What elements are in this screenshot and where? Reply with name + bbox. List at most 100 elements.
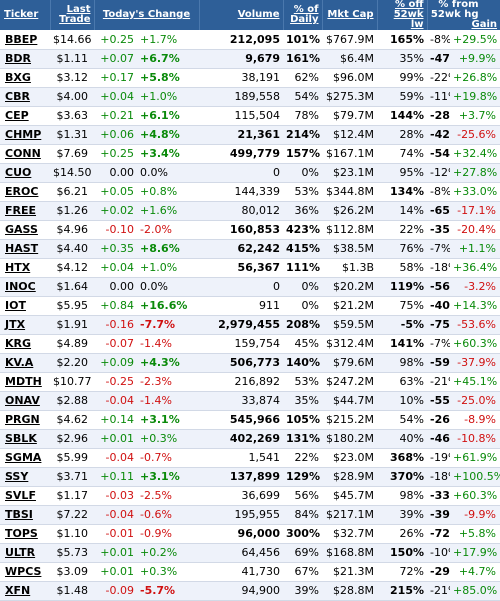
ticker-link[interactable]: INOC bbox=[0, 277, 50, 297]
mkt-cap-cell: $28.9M bbox=[322, 467, 377, 487]
table-header: Ticker Last Trade Today's Change Volume … bbox=[0, 0, 500, 30]
ticker-link[interactable]: CBR bbox=[0, 87, 50, 107]
ticker-link[interactable]: SGMA bbox=[0, 448, 50, 468]
pct-off-52wk-low-cell: 58% bbox=[377, 258, 427, 278]
ticker-link[interactable]: MDTH bbox=[0, 372, 50, 392]
change-cell: -0.04 bbox=[94, 448, 138, 468]
ticker-link[interactable]: IOT bbox=[0, 296, 50, 316]
ticker-link[interactable]: FREE bbox=[0, 201, 50, 221]
pct-of-daily-cell: 0% bbox=[283, 277, 322, 297]
volume-cell: 160,853 bbox=[199, 220, 283, 240]
change-percent-cell: +0.2% bbox=[138, 543, 199, 563]
header-todays-change[interactable]: Today's Change bbox=[94, 0, 200, 30]
last-trade-cell: $2.20 bbox=[50, 353, 94, 373]
table-row: SVLF $1.17 -0.03 -2.5% 36,699 56% $45.7M 98% -33… bbox=[0, 486, 500, 506]
change-cell: +0.17 bbox=[94, 68, 138, 88]
mkt-cap-cell: $180.2M bbox=[322, 429, 377, 449]
ticker-link[interactable]: HAST bbox=[0, 239, 50, 259]
header-last-trade[interactable]: Last Trade bbox=[50, 0, 95, 30]
gain-cell: +32.4% bbox=[450, 144, 500, 164]
pct-from-52wk-high-cell: -26% bbox=[427, 410, 450, 430]
header-pct-off-52wk-low[interactable]: % off 52wk lw bbox=[377, 0, 428, 30]
ticker-link[interactable]: SBLK bbox=[0, 429, 50, 449]
pct-from-52wk-high-cell: -55% bbox=[427, 391, 450, 411]
ticker-link[interactable]: CEP bbox=[0, 106, 50, 126]
mkt-cap-cell: $247.2M bbox=[322, 372, 377, 392]
pct-from-52wk-high-cell: -19% bbox=[427, 448, 450, 468]
volume-cell: 115,504 bbox=[199, 106, 283, 126]
ticker-link[interactable]: GASS bbox=[0, 220, 50, 240]
pct-of-daily-cell: 54% bbox=[283, 87, 322, 107]
header-volume[interactable]: Volume bbox=[199, 0, 284, 30]
change-cell: +0.04 bbox=[94, 87, 138, 107]
last-trade-cell: $7.69 bbox=[50, 144, 94, 164]
ticker-link[interactable]: CHMP bbox=[0, 125, 50, 145]
pct-off-52wk-low-cell: 10% bbox=[377, 391, 427, 411]
ticker-link[interactable]: ULTR bbox=[0, 543, 50, 563]
table-row: IOT$5.95+0.84+16.6%9110%$21.2M75%-40%+14… bbox=[0, 296, 500, 316]
gain-cell: -3.2% bbox=[450, 277, 500, 297]
pct-from-52wk-high-cell: -29% bbox=[427, 562, 450, 582]
change-cell: +0.09 bbox=[94, 353, 138, 373]
last-trade-cell: $5.95 bbox=[50, 296, 94, 316]
table-row: TBSI $7.22 -0.04 -0.6% 195,955 84% $217.1M 39% -… bbox=[0, 505, 500, 525]
mkt-cap-cell: $168.8M bbox=[322, 543, 377, 563]
ticker-link[interactable]: KV.A bbox=[0, 353, 50, 373]
mkt-cap-cell: $23.1M bbox=[322, 163, 377, 183]
mkt-cap-cell: $6.4M bbox=[322, 49, 377, 69]
table-row: BBEP $14.66 +0.25 +1.7% 212,095 101% $767.9M 16… bbox=[0, 30, 500, 50]
pct-off-52wk-low-cell: 39% bbox=[377, 505, 427, 525]
ticker-link[interactable]: WPCS bbox=[0, 562, 50, 582]
header-mkt-cap[interactable]: Mkt Cap bbox=[322, 0, 378, 30]
ticker-link[interactable]: EROC bbox=[0, 182, 50, 202]
volume-cell: 9,679 bbox=[199, 49, 283, 69]
header-52wk-high-and-gain[interactable]: % from 52wk hg Gain bbox=[427, 0, 500, 30]
change-cell: +0.25 bbox=[94, 144, 138, 164]
ticker-link[interactable]: XFN bbox=[0, 581, 50, 601]
change-cell: +0.35 bbox=[94, 239, 138, 259]
pct-of-daily-cell: 69% bbox=[283, 543, 322, 563]
ticker-link[interactable]: CUO bbox=[0, 163, 50, 183]
header-pct-from-52wk-high[interactable]: % from 52wk hg bbox=[430, 0, 479, 20]
ticker-link[interactable]: KRG bbox=[0, 334, 50, 354]
volume-cell: 216,892 bbox=[199, 372, 283, 392]
ticker-link[interactable]: JTX bbox=[0, 315, 50, 335]
mkt-cap-cell: $1.3B bbox=[322, 258, 377, 278]
ticker-link[interactable]: SVLF bbox=[0, 486, 50, 506]
pct-off-52wk-low-cell: 40% bbox=[377, 429, 427, 449]
mkt-cap-cell: $59.5M bbox=[322, 315, 377, 335]
gain-cell: +36.4% bbox=[450, 258, 500, 278]
change-cell: +0.14 bbox=[94, 410, 138, 430]
ticker-link[interactable]: HTX bbox=[0, 258, 50, 278]
ticker-link[interactable]: BDR bbox=[0, 49, 50, 69]
volume-cell: 212,095 bbox=[199, 30, 283, 50]
ticker-link[interactable]: SSY bbox=[0, 467, 50, 487]
ticker-link[interactable]: PRGN bbox=[0, 410, 50, 430]
change-percent-cell: +6.1% bbox=[138, 106, 199, 126]
last-trade-cell: $1.11 bbox=[50, 49, 94, 69]
gain-cell: +61.9% bbox=[450, 448, 500, 468]
pct-of-daily-cell: 84% bbox=[283, 505, 322, 525]
pct-of-daily-cell: 101% bbox=[283, 30, 322, 50]
ticker-link[interactable]: CONN bbox=[0, 144, 50, 164]
header-gain[interactable]: Gain bbox=[471, 19, 498, 30]
table-row: BXG$3.12+0.17+5.8%38,19162%$96.0M99%-22%… bbox=[0, 68, 500, 88]
pct-from-52wk-high-cell: -28% bbox=[427, 106, 450, 126]
last-trade-cell: $5.73 bbox=[50, 543, 94, 563]
ticker-link[interactable]: BXG bbox=[0, 68, 50, 88]
ticker-link[interactable]: TOPS bbox=[0, 524, 50, 544]
last-trade-cell: $3.63 bbox=[50, 106, 94, 126]
ticker-link[interactable]: TBSI bbox=[0, 505, 50, 525]
volume-cell: 159,754 bbox=[199, 334, 283, 354]
header-pct-of-daily[interactable]: % of Daily bbox=[283, 0, 323, 30]
pct-from-52wk-high-cell: -72% bbox=[427, 524, 450, 544]
gain-cell: +9.9% bbox=[450, 49, 500, 69]
ticker-link[interactable]: ONAV bbox=[0, 391, 50, 411]
last-trade-cell: $4.89 bbox=[50, 334, 94, 354]
mkt-cap-cell: $344.8M bbox=[322, 182, 377, 202]
header-ticker[interactable]: Ticker bbox=[0, 0, 51, 30]
volume-cell: 41,730 bbox=[199, 562, 283, 582]
table-row: WPCS $3.09 +0.01 +0.3% 41,730 67% $21.3M 72% -29… bbox=[0, 562, 500, 582]
ticker-link[interactable]: BBEP bbox=[0, 30, 50, 50]
